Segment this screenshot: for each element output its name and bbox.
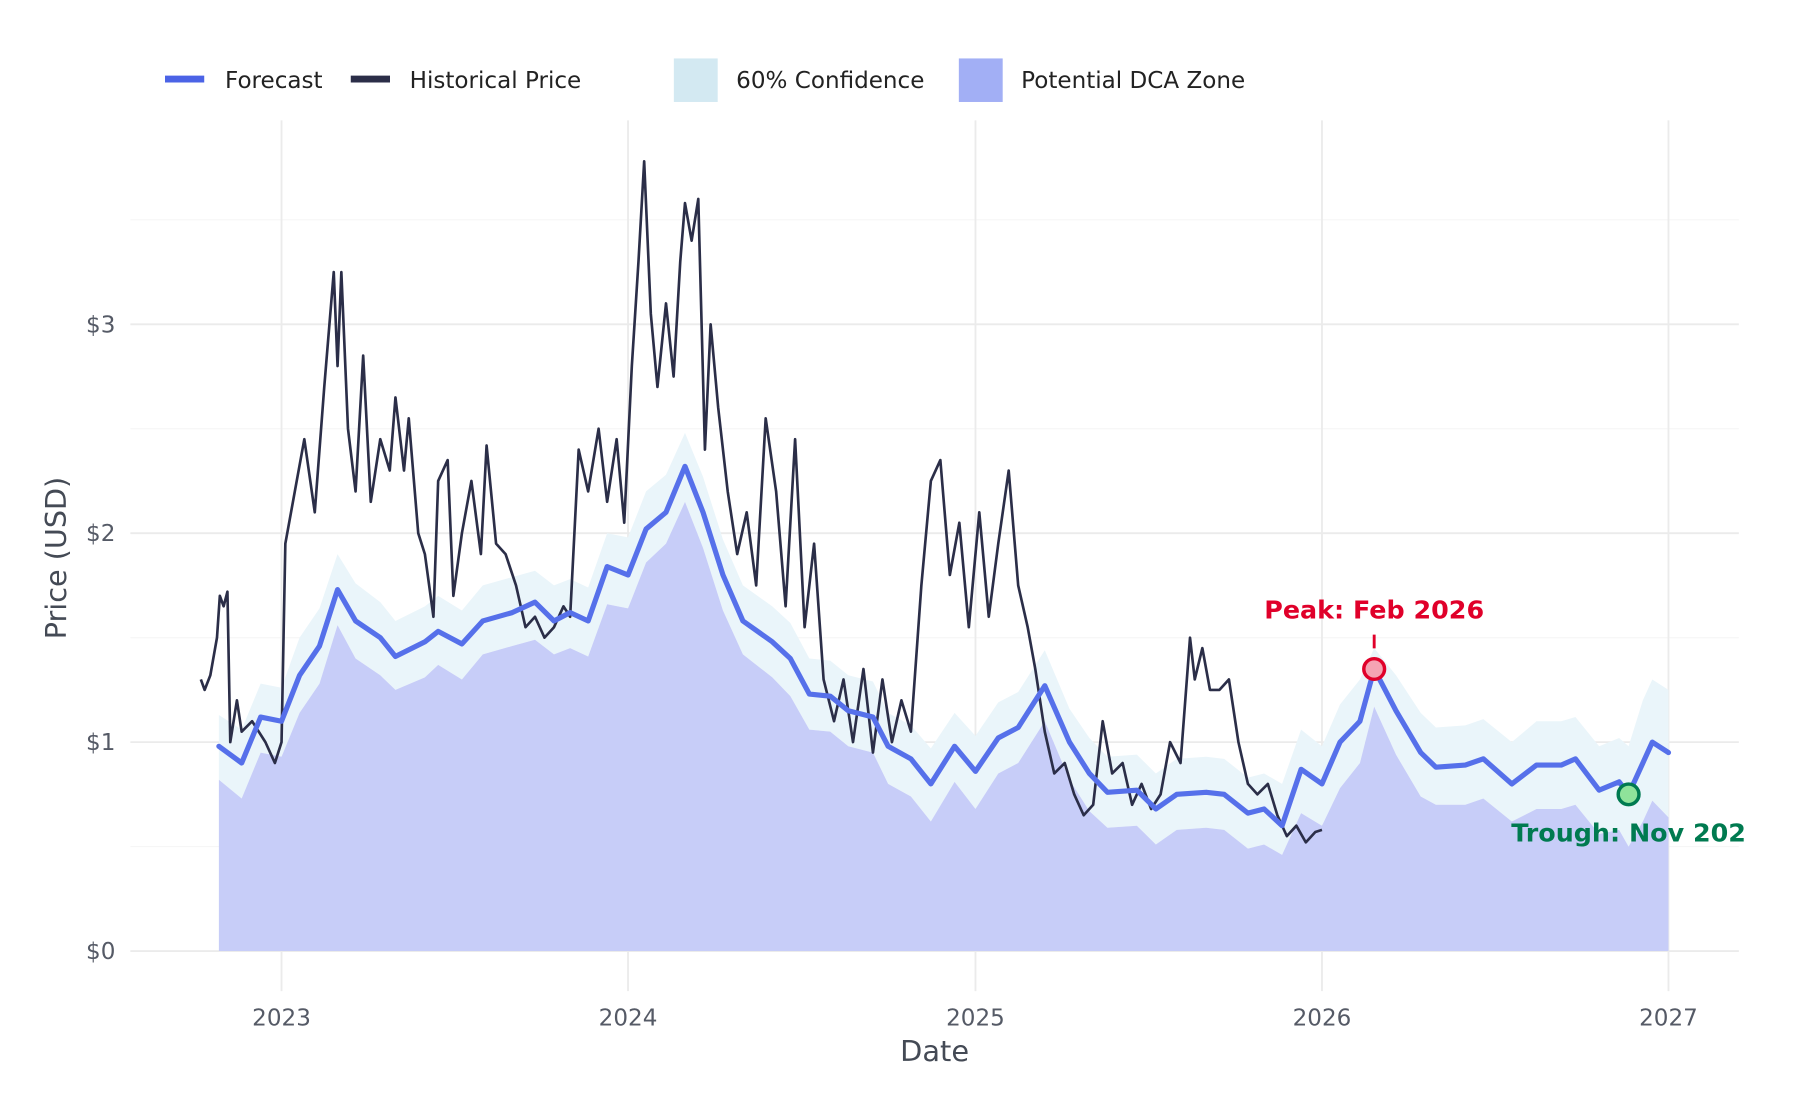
y-axis-title: Price (USD)	[39, 477, 73, 639]
areas	[218, 432, 1669, 952]
dca-zone	[218, 501, 1669, 952]
legend-label: Potential DCA Zone	[1021, 68, 1245, 94]
legend-swatch-1	[350, 75, 390, 83]
legend-swatch-3	[958, 58, 1003, 102]
annotations: Peak: Feb 2026 Trough: Nov 202	[1264, 596, 1746, 848]
legend-label: 60% Confidence	[736, 68, 924, 94]
trough-marker	[1616, 782, 1641, 807]
peak-marker	[1362, 656, 1387, 682]
legend-label: Forecast	[225, 68, 323, 94]
legend-swatch-2	[673, 58, 718, 102]
trough-label: Trough: Nov 202	[1511, 818, 1746, 847]
confidence-band	[218, 432, 1669, 855]
legend-swatch-0	[165, 75, 205, 83]
peak-label: Peak: Feb 2026	[1264, 596, 1484, 625]
y-tick-label: $3	[86, 312, 115, 338]
lines	[199, 159, 1672, 844]
legend: Forecast Historical Price 60% Confidence Po…	[165, 58, 1245, 102]
y-tick-label: $1	[86, 730, 115, 756]
x-tick-label: 2027	[1639, 1006, 1698, 1032]
x-tick-label: 2025	[946, 1006, 1005, 1032]
x-axis-title: Date	[900, 1034, 969, 1068]
x-tick-label: 2024	[599, 1006, 658, 1032]
legend-label: Historical Price	[410, 68, 582, 94]
y-tick-label: $0	[86, 939, 115, 965]
y-tick-label: $2	[86, 521, 115, 547]
x-tick-label: 2026	[1293, 1006, 1352, 1032]
x-tick-label: 2023	[252, 1006, 311, 1032]
historical-price-line	[199, 159, 1323, 844]
ticks: $0 $1 $2 $3 2023 2024 2025 2026 2027	[86, 312, 1698, 1031]
forecast-line	[216, 463, 1672, 829]
